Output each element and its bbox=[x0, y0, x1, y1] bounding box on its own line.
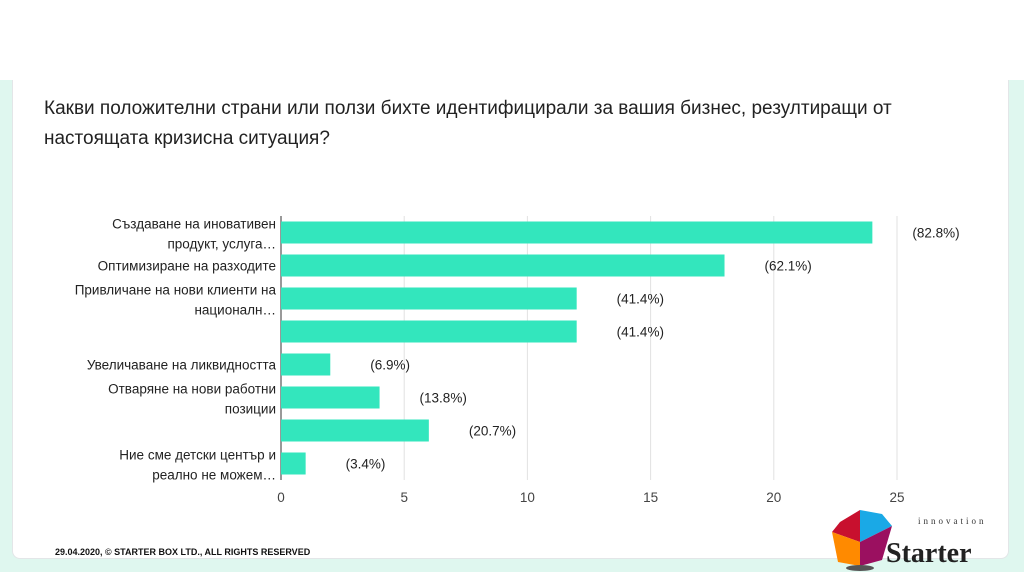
x-tick-label: 10 bbox=[520, 490, 535, 505]
data-label: (41.4%) bbox=[617, 292, 664, 307]
category-label: Отваряне на нови работни bbox=[108, 382, 276, 397]
x-tick-label: 5 bbox=[400, 490, 408, 505]
logo-shape bbox=[860, 526, 892, 566]
logo-shape bbox=[832, 510, 860, 542]
logo-text: Starter bbox=[886, 538, 972, 569]
x-tick-label: 15 bbox=[643, 490, 658, 505]
logo-shape bbox=[860, 510, 892, 542]
logo-shadow bbox=[846, 565, 874, 571]
category-label: Привличане на нови клиенти на bbox=[75, 283, 277, 298]
category-label: Ние сме детски център и bbox=[119, 448, 276, 463]
data-label: (82.8%) bbox=[912, 226, 959, 241]
category-label: Създаване на иновативен bbox=[112, 217, 276, 232]
logo-graphic: innovation Starter bbox=[832, 510, 987, 571]
category-label: националн… bbox=[194, 303, 276, 318]
chart-card bbox=[12, 80, 1009, 559]
logo-shape bbox=[832, 532, 860, 566]
bar bbox=[281, 452, 306, 475]
x-tick-label: 20 bbox=[766, 490, 781, 505]
chart-title: Какви положителни страни или ползи бихте… bbox=[44, 98, 892, 149]
starter-logo: innovation Starter bbox=[820, 500, 1010, 572]
bar bbox=[281, 419, 429, 442]
data-label: (13.8%) bbox=[420, 391, 467, 406]
x-tick-label: 0 bbox=[277, 490, 285, 505]
data-label: (20.7%) bbox=[469, 424, 516, 439]
data-label: (41.4%) bbox=[617, 325, 664, 340]
data-label: (6.9%) bbox=[370, 358, 410, 373]
category-label: продукт, услуга… bbox=[167, 237, 276, 252]
logo-subtext: innovation bbox=[918, 516, 987, 526]
bar bbox=[281, 320, 577, 343]
bar bbox=[281, 254, 725, 277]
category-label: Оптимизиране на разходите bbox=[98, 259, 276, 274]
bar bbox=[281, 221, 873, 244]
category-label: позиции bbox=[225, 402, 276, 417]
footer-copyright: 29.04.2020, © STARTER BOX LTD., ALL RIGH… bbox=[55, 547, 311, 557]
bar bbox=[281, 386, 380, 409]
data-label: (3.4%) bbox=[346, 457, 386, 472]
bar bbox=[281, 287, 577, 310]
bar bbox=[281, 353, 331, 376]
x-tick-label: 25 bbox=[889, 490, 904, 505]
category-label: Увеличаване на ликвидността bbox=[87, 358, 277, 373]
category-label: реално не можем… bbox=[152, 468, 276, 483]
data-label: (62.1%) bbox=[765, 259, 812, 274]
top-band bbox=[0, 0, 1024, 80]
